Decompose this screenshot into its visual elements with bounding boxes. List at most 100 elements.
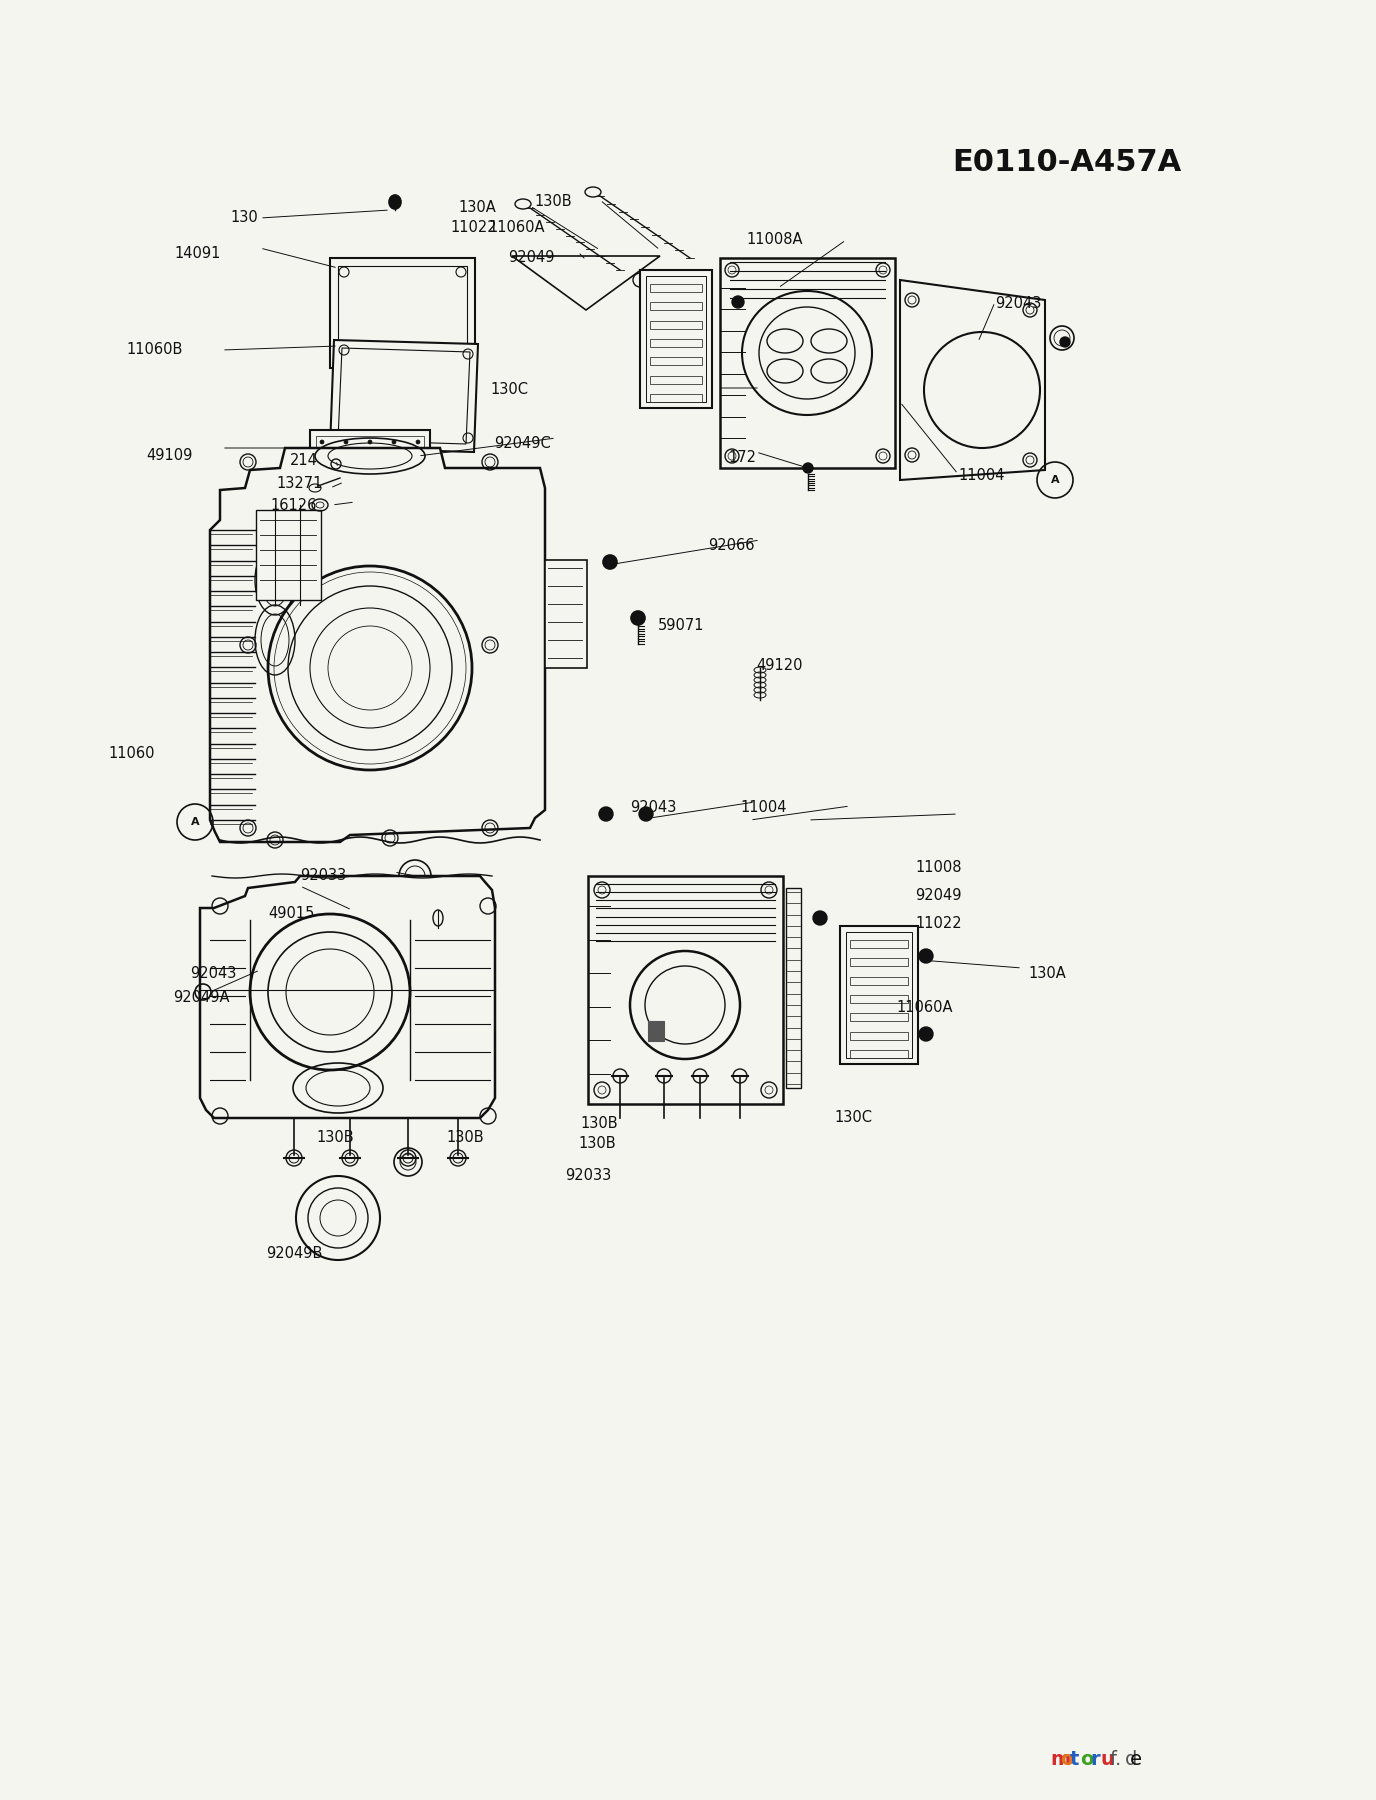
Bar [649,376,702,383]
Bar [330,257,475,367]
Ellipse shape [416,455,420,461]
Text: 130B: 130B [316,1130,354,1145]
Text: 49109: 49109 [146,448,193,463]
Text: 130B: 130B [534,194,571,209]
Text: E0110-A457A: E0110-A457A [952,148,1181,176]
Text: 16126: 16126 [270,499,316,513]
Text: 13271: 13271 [277,475,322,491]
Text: 59071: 59071 [658,617,705,634]
Bar [648,1021,665,1040]
Ellipse shape [392,504,396,509]
Text: 11004: 11004 [740,799,787,815]
Text: m: m [1050,1750,1071,1769]
Text: 11060B: 11060B [127,342,183,356]
Ellipse shape [367,472,372,477]
Ellipse shape [392,472,396,477]
Ellipse shape [367,488,372,493]
Ellipse shape [321,455,323,461]
Bar [649,358,702,365]
Ellipse shape [416,472,420,477]
Bar [850,940,908,949]
Text: 11060: 11060 [107,745,154,761]
Text: 130B: 130B [578,1136,615,1150]
Bar [649,394,702,401]
Bar [850,1049,908,1058]
Text: 14091: 14091 [173,247,220,261]
Text: 92043: 92043 [995,295,1042,311]
Ellipse shape [416,439,420,445]
Text: 92066: 92066 [709,538,754,553]
Ellipse shape [367,455,372,461]
Bar [640,270,711,409]
Bar [850,977,908,985]
Ellipse shape [392,455,396,461]
Text: o: o [1080,1750,1094,1769]
Bar [786,887,801,1087]
Text: 11060A: 11060A [488,220,545,236]
Text: 130B: 130B [581,1116,618,1130]
Text: A: A [191,817,200,826]
Polygon shape [900,281,1044,481]
Ellipse shape [367,504,372,509]
Text: 11008A: 11008A [746,232,802,247]
Text: 11022: 11022 [915,916,962,931]
Bar [649,320,702,329]
Bar [846,932,912,1058]
Text: 172: 172 [728,450,755,464]
Ellipse shape [321,520,323,526]
Text: t: t [1071,1750,1079,1769]
Bar [588,877,783,1103]
Ellipse shape [919,949,933,963]
Ellipse shape [344,472,348,477]
Bar [720,257,894,468]
Bar [850,1031,908,1040]
Ellipse shape [392,520,396,526]
Ellipse shape [344,488,348,493]
Polygon shape [512,256,660,310]
Ellipse shape [321,472,323,477]
Ellipse shape [732,295,744,308]
Text: e: e [1130,1750,1142,1769]
Ellipse shape [603,554,616,569]
Bar [850,1013,908,1021]
Ellipse shape [344,504,348,509]
Text: 49015: 49015 [268,905,314,922]
Text: 11008: 11008 [915,860,962,875]
Bar [850,958,908,967]
Ellipse shape [321,504,323,509]
Text: 214: 214 [290,454,318,468]
Bar [649,284,702,292]
Ellipse shape [321,439,323,445]
Text: r: r [1090,1750,1099,1769]
Bar [850,995,908,1003]
Bar [338,266,466,360]
Text: d: d [1126,1750,1138,1769]
Text: 11004: 11004 [958,468,1004,482]
Ellipse shape [919,1028,933,1040]
Polygon shape [330,340,477,452]
Ellipse shape [392,488,396,493]
Bar [316,436,424,529]
Bar [310,430,429,535]
Polygon shape [211,448,545,842]
Text: 92049: 92049 [508,250,555,265]
Bar [645,275,706,401]
Text: 92049B: 92049B [266,1246,322,1262]
Ellipse shape [416,488,420,493]
Text: 92043: 92043 [630,799,677,815]
Ellipse shape [599,806,612,821]
Ellipse shape [367,520,372,526]
Ellipse shape [1060,337,1071,347]
Text: 92043: 92043 [190,967,237,981]
Text: 92049A: 92049A [173,990,230,1004]
Text: 130A: 130A [458,200,495,214]
Bar [649,338,702,347]
Ellipse shape [416,520,420,526]
Text: u: u [1099,1750,1115,1769]
Ellipse shape [813,911,827,925]
Bar [256,509,321,599]
Ellipse shape [638,806,654,821]
Bar [839,925,918,1064]
Ellipse shape [632,610,645,625]
Ellipse shape [367,439,372,445]
